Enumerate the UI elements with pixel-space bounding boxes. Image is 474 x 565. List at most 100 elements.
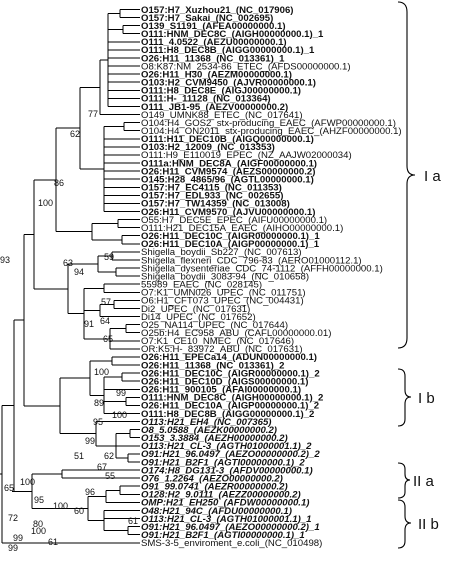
leaf-label: O153_3.3884_(AEZH00000000.2) xyxy=(141,433,288,444)
bootstrap-value: 62 xyxy=(70,129,80,139)
leaf-label: O26:H11_CVM9574_(AEZS00000000.2) xyxy=(141,166,315,177)
leaf-label: O26:H11_DEC10D_(AIGS00000000.1) xyxy=(141,376,308,387)
tree-branches xyxy=(0,9,140,544)
bootstrap-value: 61 xyxy=(48,537,58,547)
leaf-label: O111_4.0522_(AEZU00000000.1) xyxy=(141,37,287,48)
leaf-label: O26:H11_DEC10A_(AIGP00000000.1)_2 xyxy=(141,401,319,412)
leaf-label: O26:H11_900105_(AFAI00000000.1) xyxy=(141,385,301,396)
bootstrap-value: 99 xyxy=(8,543,18,553)
leaf-label: O8:K87:NM_2534-86_ETEC_(AFDS00000000.1) xyxy=(141,61,351,72)
leaf-label: O128:H2_9.0111_(AEZZ00000000.2) xyxy=(141,490,301,501)
brace-ia xyxy=(397,1,416,349)
leaf-label: O157:H7_Xuzhou21_(NC_017906) xyxy=(141,5,294,16)
bootstrap-value: 57 xyxy=(101,297,111,307)
leaf-label: O157:H7_EC4115_(NC_011353) xyxy=(141,183,282,194)
leaf-label: O26:H11_11368_(NC_013361)_2 xyxy=(141,360,284,371)
bootstrap-value: 89 xyxy=(94,398,104,408)
leaf-label: O111_JB1-95_(AEZV00000000.2) xyxy=(141,102,288,113)
leaf-label: Shigella_boydii_3083-94_(NC_010658) xyxy=(141,271,309,282)
leaf-label: O8_5.0588_(AEZK00000000.2) xyxy=(141,425,277,436)
leaf-label: O25b:H4_EC958_ABU_(CAFL00000000.01) xyxy=(141,328,331,339)
leaf-label: O111:H-_11128_(NC_013364) xyxy=(141,94,271,105)
bootstrap-value: 60 xyxy=(74,506,84,516)
bootstrap-value: 62 xyxy=(104,451,114,461)
bootstrap-value: 100 xyxy=(38,198,53,208)
brace-ib xyxy=(397,368,412,427)
leaf-label: O145:H28_4865/96_(AGTL00000000.1) xyxy=(141,174,314,185)
bootstrap-value: 59 xyxy=(104,252,114,262)
leaf-label: O103:H2_CVM9450_(AJVR00000000.1) xyxy=(141,78,316,89)
leaf-label: Shigella_boydii_Sb227_(NC_007613) xyxy=(141,247,302,258)
leaf-label: O104:H4_GOS2_stx-producing_EAEC_(AFWP000… xyxy=(141,118,396,129)
leaf-label: O111:H8_DEC8B_(AIGG00000000.1)_2 xyxy=(141,409,314,420)
leaf-label: O26:H11_DEC10C_(AIGR00000000.1)_2 xyxy=(141,368,320,379)
leaf-label: O111a:HNM_DEC8A_(AIGF00000000.1) xyxy=(141,158,317,169)
leaf-label: O91:H21_B2F1_(AGTI00000000.1)_1 xyxy=(141,530,305,541)
leaf-label: O157:H7_TW14359_(NC_013008) xyxy=(141,199,290,210)
bootstrap-values: 7762866359941005764916593100899995100519… xyxy=(0,109,138,553)
bootstrap-value: 86 xyxy=(54,178,64,188)
leaf-label: O157:H7_Sakai_(NC_002695) xyxy=(141,13,273,24)
bootstrap-value: 80 xyxy=(33,519,43,529)
bootstrap-value: 96 xyxy=(85,487,95,497)
leaf-label: O111:H9_E110019_EPEC_(NZ_AAJW02000034) xyxy=(141,150,352,161)
leaf-label: O7:K1_CE10_NMEC_(NC_017646) xyxy=(141,336,294,347)
leaf-label: O157:H7_EDL933_(NC_002655) xyxy=(141,191,283,202)
leaf-label: O91:H21_96.0497_(AEZO00000000.2)_1 xyxy=(141,522,320,533)
leaf-label: O26:H11_DEC10A_(AIGP00000000.1)_1 xyxy=(141,239,320,250)
bootstrap-value: 100 xyxy=(112,410,127,420)
leaf-label: Di2_UPEC_(NC_017631) xyxy=(141,304,250,315)
bootstrap-value: 51 xyxy=(74,451,84,461)
leaf-label: O7:K1_UMN026_UPEC_(NC_011751) xyxy=(141,288,306,299)
bootstrap-value: 72 xyxy=(8,513,18,523)
leaf-label: O25_NA114_UPEC_(NC_017644) xyxy=(141,320,288,331)
bootstrap-value: 55 xyxy=(105,471,115,481)
brace-iib xyxy=(397,499,412,549)
leaf-label: O174:H8_DG131-3_(AFDV00000000.1) xyxy=(141,465,313,476)
leaf-label: O55:H7_DEC5E_EPEC_(AIFU00000000.1) xyxy=(141,215,327,226)
bootstrap-value: 93 xyxy=(0,255,10,265)
bootstrap-value: 65 xyxy=(103,334,113,344)
group-label-iia: II a xyxy=(413,473,435,490)
leaf-label: O26:H11_EPECa14_(ADUN00000000.1) xyxy=(141,352,317,363)
bootstrap-value: 64 xyxy=(100,316,110,326)
group-label-ib: I b xyxy=(418,390,435,407)
bootstrap-value: 95 xyxy=(34,495,44,505)
bootstrap-value: 99 xyxy=(85,436,95,446)
leaf-label: O111:HNM_DEC8C_(AIGH00000000.1)_2 xyxy=(141,393,323,404)
leaf-label: O91_99.0741_(AEZR00000000.2) xyxy=(141,482,288,493)
leaf-label: O111:H8_DEC8B_(AIGG00000000.1)_1 xyxy=(141,45,315,56)
leaf-label: O91:H21_B2F1_(AGTI00000000.1)_2 xyxy=(141,457,305,468)
bootstrap-value: 65 xyxy=(4,483,14,493)
leaf-label: O76_1.2264_(AEZO00000000.2) xyxy=(141,473,283,484)
bootstrap-value: 94 xyxy=(74,267,84,277)
brace-iia xyxy=(397,462,411,499)
leaf-label: O113:H21_EH4_(NC_007365) xyxy=(141,417,271,428)
leaf-label: O91:H21_96.0497_(AEZO00000000.2)_2 xyxy=(141,449,320,460)
bootstrap-value: 100 xyxy=(53,501,68,511)
leaf-label: O113:H21_CL-3_(AGTH01000001.1)_2 xyxy=(141,441,312,452)
leaf-label: 55989_EAEC_(NC_028145) xyxy=(141,280,262,291)
group-label-iib: II b xyxy=(418,516,439,533)
leaf-label: O26:H11_CVM9570_(AJVU00000000.1) xyxy=(141,207,315,218)
bootstrap-value: 61 xyxy=(128,516,138,526)
leaf-label: SMS-3-5_enviroment_e.coli_(NC_010498) xyxy=(141,538,322,549)
bootstrap-value: 91 xyxy=(84,319,94,329)
bootstrap-value: 63 xyxy=(63,258,73,268)
leaf-labels: O157:H7_Xuzhou21_(NC_017906)O157:H7_Saka… xyxy=(141,5,402,549)
leaf-label: O104:H4_ON2011_stx-producing_EAEC_(AHZF0… xyxy=(141,126,402,137)
leaf-label: Shigella_flexneri_CDC_796-83_(AERO010001… xyxy=(141,255,362,266)
leaf-label: Di14_UPEC_(NC_017652) xyxy=(141,312,256,323)
leaf-label: O26:H11_DEC10C_(AIGR00000000.1)_1 xyxy=(141,231,320,242)
leaf-label: O111:HNM_DEC8C_(AIGH00000000.1)_1 xyxy=(141,29,324,40)
bootstrap-value: 99 xyxy=(116,388,126,398)
group-label-ia: I a xyxy=(424,168,441,185)
leaf-label: O6:H1_CFT073_UPEC_(NC_004431) xyxy=(141,296,304,307)
leaf-label: O111:H21_DEC15A_EAEC_(AIHO00000000.1) xyxy=(141,223,343,234)
leaf-label: O48:H21_94C_(AFDU00000000.1) xyxy=(141,506,292,517)
leaf-label: O149_UMNK88_ETEC_(NC_017641) xyxy=(141,110,303,121)
leaf-label: O111:H8_DEC8E_(AIGJ00000000.1) xyxy=(141,86,301,97)
leaf-label: O26:H11_H30_(AEZM00000000.1) xyxy=(141,69,292,80)
bootstrap-value: 77 xyxy=(88,109,98,119)
